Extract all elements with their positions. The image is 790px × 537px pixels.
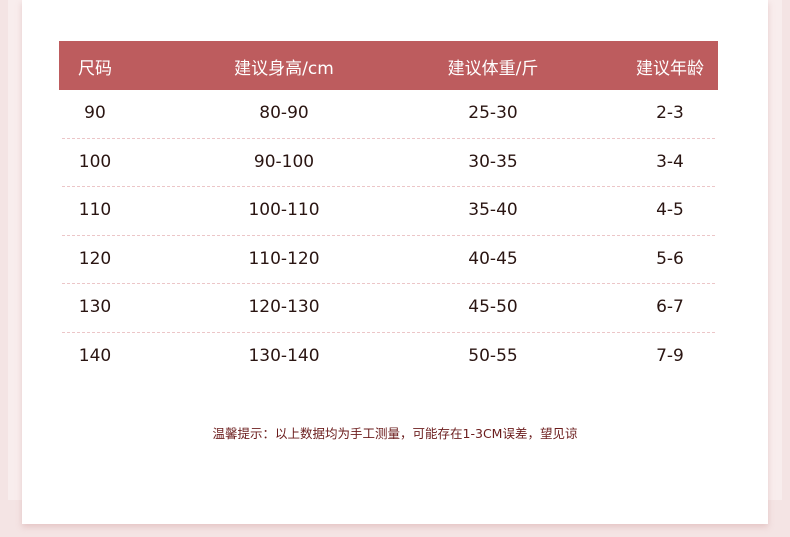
cell-height: 130-140 [248, 345, 320, 366]
cell-size: 120 [78, 248, 112, 269]
cell-height: 110-120 [248, 248, 320, 269]
cell-age: 5-6 [656, 248, 684, 269]
table-row: 100 90-100 30-35 3-4 [62, 139, 715, 187]
table-row: 90 80-90 25-30 2-3 [62, 90, 715, 139]
cell-weight: 30-35 [468, 151, 518, 172]
measurement-note: 温馨提示：以上数据均为手工测量，可能存在1-3CM误差，望见谅 [212, 426, 578, 441]
cell-size: 130 [78, 297, 112, 317]
cell-weight: 40-45 [468, 248, 518, 269]
cell-age: 3-4 [656, 151, 684, 172]
header-size: 尺码 [78, 59, 112, 79]
cell-height: 90-100 [253, 151, 315, 172]
cell-size: 100 [78, 151, 112, 172]
cell-height: 80-90 [259, 103, 309, 123]
cell-age: 6-7 [656, 297, 684, 317]
cell-height: 100-110 [248, 200, 320, 220]
header-age: 建议年龄 [636, 59, 704, 79]
background-strip-left [8, 0, 22, 500]
header-height: 建议身高/cm [234, 59, 334, 79]
cell-size: 90 [84, 103, 106, 123]
cell-weight: 35-40 [468, 200, 518, 220]
cell-age: 2-3 [656, 103, 684, 123]
size-table: 尺码 建议身高/cm 建议体重/斤 建议年龄 90 80-90 25-30 2-3 10… [59, 41, 718, 380]
cell-size: 140 [78, 345, 112, 366]
cell-weight: 25-30 [468, 103, 518, 123]
table-header: 尺码 建议身高/cm 建议体重/斤 建议年龄 [59, 41, 718, 90]
cell-height: 120-130 [248, 297, 320, 317]
cell-weight: 50-55 [468, 345, 518, 366]
cell-size: 110 [78, 200, 112, 220]
header-weight: 建议体重/斤 [447, 59, 539, 79]
cell-age: 4-5 [656, 200, 684, 220]
background-strip-right [768, 0, 782, 500]
table-row: 120 110-120 40-45 5-6 [62, 236, 715, 284]
cell-age: 7-9 [656, 345, 684, 366]
table-row: 140 130-140 50-55 7-9 [62, 333, 715, 381]
table-row: 110 100-110 35-40 4-5 [62, 187, 715, 236]
table-row: 130 120-130 45-50 6-7 [62, 284, 715, 333]
cell-weight: 45-50 [468, 297, 518, 317]
